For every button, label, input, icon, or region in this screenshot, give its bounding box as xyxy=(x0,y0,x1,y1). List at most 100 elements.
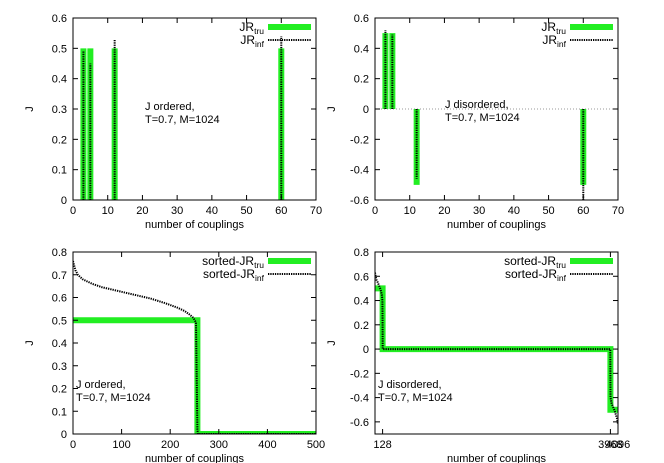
plot-area xyxy=(73,260,316,434)
y-tick-label: -0.6 xyxy=(350,417,369,429)
legend-label-base: sorted-JR xyxy=(505,267,557,281)
annotation-line: J disordered, xyxy=(378,379,442,391)
x-tick-label: 500 xyxy=(307,439,325,451)
x-tick-label: 10 xyxy=(102,205,114,217)
y-tick-label: 0.2 xyxy=(52,134,67,146)
panel-top-left: 0 10 20 30 40 50 60 70 0 0.1 0.2 0.3 0.4 0.5 0.6 number… xyxy=(24,13,322,231)
y-tick-label: 0.4 xyxy=(354,43,369,55)
y-tick-label: -0.4 xyxy=(350,165,369,177)
plot-frame xyxy=(374,251,619,435)
y-tick-label: -0.4 xyxy=(350,393,369,405)
legend-label-subscript: inf xyxy=(557,39,567,49)
plot-area xyxy=(375,272,618,425)
annotation-line: T=0.7, M=1024 xyxy=(145,114,220,126)
legend-label: sorted-JRtru xyxy=(202,254,264,270)
legend-label-subscript: inf xyxy=(255,39,265,49)
legend-label: JRtru xyxy=(541,20,566,36)
x-tick-label: 0 xyxy=(372,205,378,217)
x-tick-label: 100 xyxy=(112,439,130,451)
legend-label: JRinf xyxy=(240,33,264,49)
series-truth-line xyxy=(73,317,316,434)
legend-label: sorted-JRinf xyxy=(203,267,265,283)
y-tick-label: 0.1 xyxy=(52,406,67,418)
y-tick-label: 0.8 xyxy=(354,247,369,259)
y-tick-label: 0.2 xyxy=(52,384,67,396)
legend-label-base: sorted-JR xyxy=(203,267,255,281)
legend-label-base: sorted-JR xyxy=(504,254,556,268)
x-tick-label: 50 xyxy=(240,205,252,217)
legend-label-subscript: inf xyxy=(557,273,567,283)
annotation-line: J ordered, xyxy=(145,101,195,113)
y-tick-label: 0.3 xyxy=(52,104,67,116)
x-tick-label: 20 xyxy=(136,205,148,217)
y-tick-label: 0.5 xyxy=(52,43,67,55)
legend-label: sorted-JRtru xyxy=(504,254,566,270)
legend-label-base: JR xyxy=(240,33,255,47)
y-axis-label: J xyxy=(326,340,338,346)
y-axis-label: J xyxy=(24,340,36,346)
x-tick-label: 0 xyxy=(70,205,76,217)
x-tick-label: 400 xyxy=(258,439,276,451)
x-tick-label: 70 xyxy=(310,205,322,217)
x-tick-label: 10 xyxy=(404,205,416,217)
y-tick-label: 0.6 xyxy=(354,13,369,25)
plot-area xyxy=(80,36,285,200)
annotation-line: T=0.7, M=1024 xyxy=(445,112,520,124)
x-tick-label: 30 xyxy=(171,205,183,217)
x-tick-label: 20 xyxy=(438,205,450,217)
x-tick-label: 0 xyxy=(70,439,76,451)
y-tick-label: -0.2 xyxy=(350,134,369,146)
x-tick-label: 200 xyxy=(161,439,179,451)
legend-label: JRinf xyxy=(542,33,566,49)
legend-label-base: JR xyxy=(542,33,557,47)
x-axis-label: number of couplings xyxy=(447,453,547,463)
x-tick-label: 60 xyxy=(275,205,287,217)
y-tick-label: 0.4 xyxy=(52,338,67,350)
y-tick-label: 0.6 xyxy=(52,293,67,305)
panel-bottom-left: 0 100 200 300 400 500 0 0.1 0.2 0.3 0.4 0.5 0.6 0.7 0.… xyxy=(24,247,325,463)
legend-label: sorted-JRinf xyxy=(505,267,567,283)
y-axis-label: J xyxy=(24,106,36,112)
annotation-line: J disordered, xyxy=(445,99,509,111)
y-tick-label: -0.2 xyxy=(350,368,369,380)
series-inferred-line xyxy=(375,272,618,425)
x-tick-label: 40 xyxy=(508,205,520,217)
legend-label-base: JR xyxy=(541,20,556,34)
series-inferred-line xyxy=(73,260,316,434)
y-tick-label: 0.6 xyxy=(52,13,67,25)
legend-label-base: JR xyxy=(239,20,254,34)
x-tick-label: 4096 xyxy=(606,439,630,451)
x-tick-label: 3968 xyxy=(598,439,622,451)
y-axis-label: J xyxy=(326,106,338,112)
x-tick-label: 128 xyxy=(373,439,391,451)
legend-label: JRtru xyxy=(239,20,264,36)
y-tick-label: 0.6 xyxy=(354,271,369,283)
panel-top-right: 0 10 20 30 40 50 60 70 -0.6 -0.4 -0.2 0 0.2 0.4 0.6 num… xyxy=(326,13,624,231)
x-tick-label: 300 xyxy=(210,439,228,451)
x-axis-label: number of couplings xyxy=(145,453,245,463)
plot-area xyxy=(382,30,587,200)
annotation-line: J ordered, xyxy=(76,379,126,391)
y-tick-label: -0.6 xyxy=(350,195,369,207)
y-tick-label: 0 xyxy=(363,104,369,116)
x-tick-label: 60 xyxy=(577,205,589,217)
y-tick-label: 0.3 xyxy=(52,361,67,373)
y-tick-label: 0.2 xyxy=(354,320,369,332)
y-tick-label: 0.1 xyxy=(52,165,67,177)
x-tick-label: 70 xyxy=(612,205,624,217)
x-tick-label: 40 xyxy=(206,205,218,217)
x-tick-label: 50 xyxy=(542,205,554,217)
y-tick-label: 0.2 xyxy=(354,74,369,86)
legend-label-subscript: tru xyxy=(254,260,264,270)
legend-label-subscript: tru xyxy=(254,26,264,36)
y-tick-label: 0.7 xyxy=(52,270,67,282)
legend-label-subscript: inf xyxy=(255,273,265,283)
y-tick-label: 0.5 xyxy=(52,315,67,327)
x-tick-label: 30 xyxy=(473,205,485,217)
y-tick-label: 0 xyxy=(363,344,369,356)
x-axis-label: number of couplings xyxy=(145,219,245,231)
y-tick-label: 0.8 xyxy=(52,247,67,259)
y-tick-label: 0 xyxy=(61,429,67,441)
legend-label-base: sorted-JR xyxy=(202,254,254,268)
